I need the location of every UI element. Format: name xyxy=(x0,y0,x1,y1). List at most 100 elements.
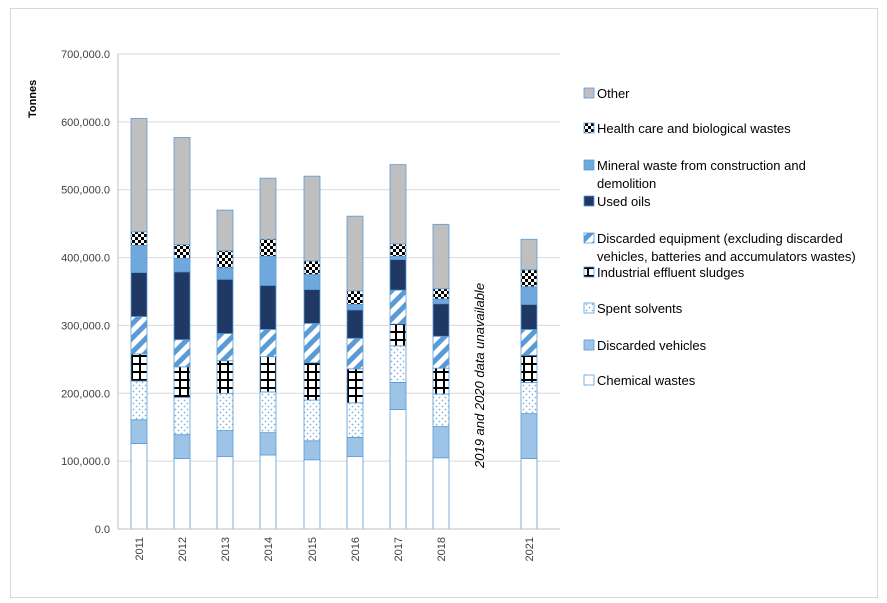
x-tick-label: 2014 xyxy=(263,537,275,561)
x-tick-label: 2016 xyxy=(350,537,362,561)
data-unavailable-note: 2019 and 2020 data unavailable xyxy=(472,283,487,469)
y-tick-label: 600,000.0 xyxy=(61,117,110,129)
y-tick-label: 700,000.0 xyxy=(61,49,110,61)
bar-segment xyxy=(432,367,450,395)
bar-segment xyxy=(259,454,277,530)
bar-segment xyxy=(389,259,407,291)
y-tick-label: 400,000.0 xyxy=(61,253,110,265)
legend-label: Chemical wastes xyxy=(597,373,696,388)
bar-segment xyxy=(173,434,191,459)
bar-segment xyxy=(303,289,321,324)
legend-swatch xyxy=(583,195,595,207)
x-tick-label: 2011 xyxy=(134,537,146,561)
x-tick-label: 2018 xyxy=(436,537,448,561)
bar-segment xyxy=(130,244,148,273)
bar-segment xyxy=(346,337,364,370)
bar-segment xyxy=(173,244,191,259)
x-tick-label: 2012 xyxy=(177,537,189,561)
bar-segment xyxy=(346,402,364,438)
bar-segment xyxy=(520,382,538,415)
bar-segment xyxy=(389,409,407,530)
bar-segment xyxy=(216,250,234,269)
bar-segment xyxy=(303,175,321,262)
bar-segment xyxy=(216,360,234,394)
bar-segment xyxy=(432,393,450,427)
y-tick-label: 300,000.0 xyxy=(61,320,110,332)
bar-segment xyxy=(216,209,234,252)
legend-label: Mineral waste from construction and demol… xyxy=(597,158,806,191)
bar-segment xyxy=(389,164,407,245)
bar-segment xyxy=(303,362,321,401)
bar-segment xyxy=(346,303,364,311)
bar-segment xyxy=(432,288,450,300)
bar-segment xyxy=(303,274,321,290)
bar-segment xyxy=(259,177,277,240)
bar-segment xyxy=(346,309,364,339)
x-tick-label: 2013 xyxy=(220,537,232,561)
bar-segment xyxy=(259,391,277,434)
legend-label: Spent solvents xyxy=(597,301,683,316)
x-axis: 2011 2012 2013 2014 2015 2016 2017 2018 2021 xyxy=(118,528,560,561)
legend-label: Used oils xyxy=(597,194,651,209)
bar-segment xyxy=(520,458,538,530)
bar-segment xyxy=(346,290,364,305)
bar-segment xyxy=(346,436,364,457)
legend-swatch xyxy=(583,159,595,171)
chart-frame xyxy=(10,8,878,598)
bar-segment xyxy=(130,231,148,246)
bar-segment xyxy=(173,396,191,436)
bar-segment xyxy=(216,392,234,432)
y-axis-label: Tonnes xyxy=(27,80,39,118)
bar-segment xyxy=(173,271,191,341)
legend-label: Discarded equipment (excluding discarded… xyxy=(597,231,856,264)
bar-segment xyxy=(130,419,148,444)
bar-segment xyxy=(259,356,277,393)
legend-label: Discarded vehicles xyxy=(597,338,707,353)
legend: Other Health care and biological wastes Mi… xyxy=(583,86,856,388)
bar-segment xyxy=(432,223,450,290)
legend-label: Health care and biological wastes xyxy=(597,121,791,136)
bar-segment xyxy=(303,399,321,442)
legend-swatch xyxy=(583,266,595,278)
bar-segment xyxy=(259,255,277,286)
legend-label: Industrial effluent sludges xyxy=(597,265,745,280)
legend-swatch xyxy=(583,374,595,386)
bar-segment xyxy=(432,298,450,305)
bar-segment xyxy=(389,345,407,383)
bar-segment xyxy=(130,443,148,530)
bar-segment xyxy=(130,118,148,233)
legend-swatch xyxy=(583,339,595,351)
bars xyxy=(130,118,538,530)
x-tick-label: 2015 xyxy=(307,537,319,561)
bar-segment xyxy=(389,323,407,347)
bar-segment xyxy=(259,329,277,358)
bar-segment xyxy=(520,269,538,288)
legend-swatch xyxy=(583,87,595,99)
bar-segment xyxy=(346,455,364,530)
bar-segment xyxy=(303,440,321,461)
bar-segment xyxy=(303,322,321,364)
bar-segment xyxy=(173,339,191,368)
bar-segment xyxy=(346,215,364,292)
bar-segment xyxy=(520,286,538,305)
bar-segment xyxy=(259,432,277,456)
bar-segment xyxy=(432,335,450,369)
bar-segment xyxy=(432,303,450,337)
legend-swatch xyxy=(583,122,595,134)
bar-segment xyxy=(389,243,407,257)
bar-segment xyxy=(303,459,321,530)
bar-segment xyxy=(173,366,191,398)
bar-segment xyxy=(346,368,364,404)
bar-segment xyxy=(303,260,321,275)
legend-label: Other xyxy=(597,86,630,101)
bar-segment xyxy=(259,284,277,330)
y-axis: 0.0 100,000.0 200,000.0 300,000.0 400,000.0 5… xyxy=(61,49,119,536)
bar-segment xyxy=(216,267,234,280)
bar-segment xyxy=(130,380,148,421)
bar-segment xyxy=(259,238,277,257)
bar-segment xyxy=(520,354,538,383)
bar-segment xyxy=(520,329,538,356)
x-tick-label: 2021 xyxy=(524,537,536,561)
bar-segment xyxy=(520,303,538,330)
